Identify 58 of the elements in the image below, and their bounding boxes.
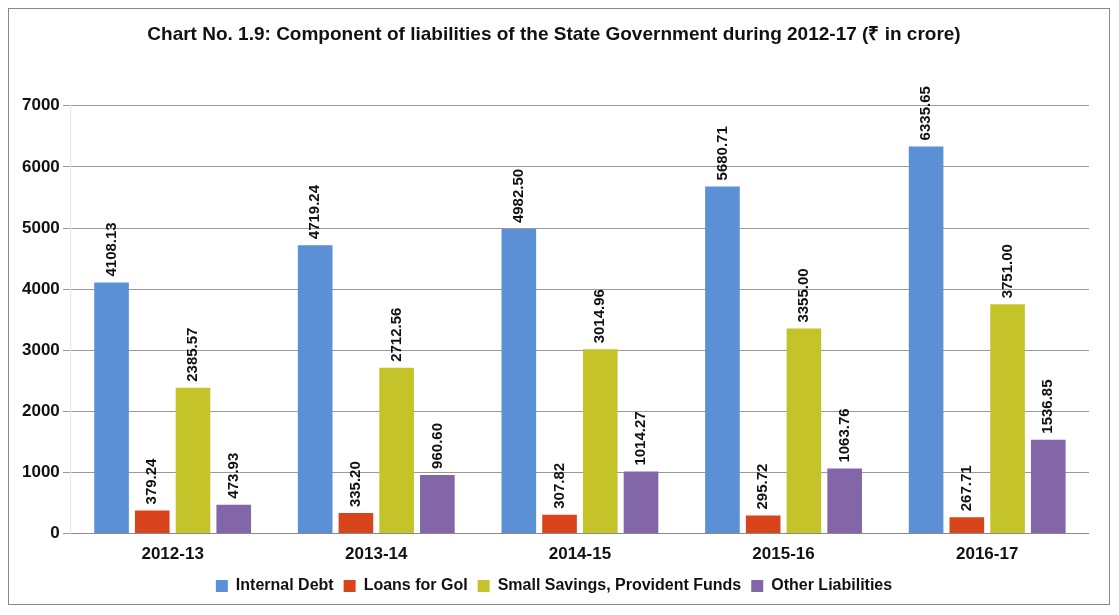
text: 1063.76 (834, 408, 852, 463)
bar (745, 515, 781, 534)
text: 307.82 (549, 462, 567, 509)
bar (420, 474, 455, 534)
bar (908, 146, 944, 534)
bar (134, 510, 170, 534)
text: 2385.57 (183, 327, 201, 382)
bar (1030, 439, 1066, 534)
legend-label: Small Savings, Provident Funds (497, 576, 742, 594)
bar (216, 504, 252, 534)
text: 4982.50 (508, 168, 526, 224)
y-tick-label: 3000 (21, 339, 60, 359)
bar (94, 282, 129, 534)
x-tick-label: 2013-14 (345, 544, 409, 564)
bar (786, 328, 822, 534)
y-tick-label: 0 (50, 523, 60, 543)
text: 2712.56 (386, 307, 404, 362)
bar (705, 186, 740, 534)
x-tick-label: 2016-17 (955, 544, 1019, 564)
bar (990, 304, 1025, 534)
legend-label: Internal Debt (235, 576, 335, 594)
y-tick-label: 1000 (21, 462, 60, 482)
text: 6335.65 (916, 86, 934, 141)
bar (949, 517, 985, 534)
text: 960.60 (427, 423, 445, 469)
y-tick-label: 2000 (21, 401, 60, 421)
text: 379.24 (142, 458, 160, 505)
text: 3751.00 (997, 244, 1015, 299)
x-tick-label: 2014-15 (548, 544, 612, 564)
text: 3355.00 (794, 268, 812, 323)
bar (582, 349, 618, 534)
bar (297, 245, 333, 534)
bar (501, 229, 537, 534)
text: 295.72 (753, 463, 771, 510)
y-tick-label: 6000 (21, 156, 60, 176)
text: 5680.71 (712, 126, 730, 181)
legend-label: Other Liabilities (771, 576, 893, 594)
y-tick-label: 5000 (21, 217, 60, 237)
text: 267.71 (956, 465, 974, 512)
bar (542, 514, 577, 534)
bar (338, 513, 374, 534)
bar (175, 387, 211, 534)
text: 4719.24 (305, 184, 323, 240)
text: 1014.27 (631, 411, 649, 466)
bar (623, 471, 659, 534)
text: 4108.13 (101, 222, 119, 277)
chart-title: Chart No. 1.9: Component of liabilities of the State Government during 2012-17 (₹ in crore) (147, 22, 961, 44)
legend-label: Loans for GoI (363, 576, 468, 594)
x-tick-label: 2015-16 (752, 544, 815, 564)
text: 335.20 (346, 461, 364, 508)
bar (827, 468, 862, 534)
text: 1536.85 (1038, 379, 1056, 434)
bar (379, 367, 414, 534)
text: 3014.96 (590, 289, 608, 344)
x-tick-label: 2012-13 (141, 544, 204, 564)
text: 473.93 (223, 452, 241, 499)
y-tick-label: 7000 (21, 95, 60, 115)
y-tick-label: 4000 (21, 278, 60, 298)
